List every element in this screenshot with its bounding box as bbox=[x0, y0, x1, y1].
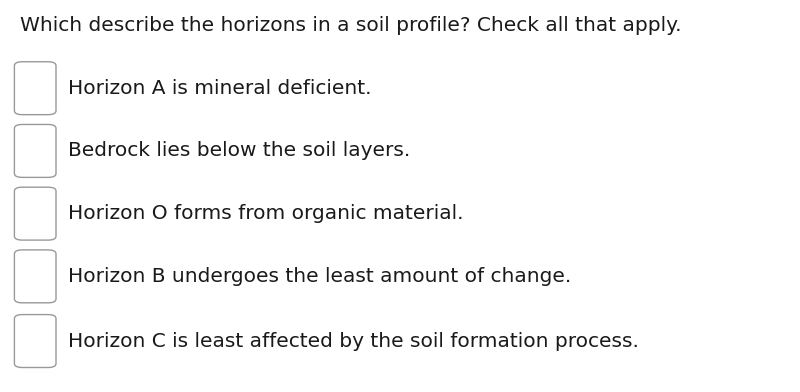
Text: Horizon O forms from organic material.: Horizon O forms from organic material. bbox=[68, 204, 463, 223]
Text: Horizon C is least affected by the soil formation process.: Horizon C is least affected by the soil … bbox=[68, 332, 639, 350]
FancyBboxPatch shape bbox=[14, 62, 56, 114]
Text: Which describe the horizons in a soil profile? Check all that apply.: Which describe the horizons in a soil pr… bbox=[20, 16, 682, 34]
FancyBboxPatch shape bbox=[14, 250, 56, 303]
FancyBboxPatch shape bbox=[14, 125, 56, 177]
Text: Horizon A is mineral deficient.: Horizon A is mineral deficient. bbox=[68, 79, 371, 98]
FancyBboxPatch shape bbox=[14, 187, 56, 240]
Text: Bedrock lies below the soil layers.: Bedrock lies below the soil layers. bbox=[68, 142, 410, 160]
FancyBboxPatch shape bbox=[14, 314, 56, 368]
Text: Horizon B undergoes the least amount of change.: Horizon B undergoes the least amount of … bbox=[68, 267, 571, 286]
